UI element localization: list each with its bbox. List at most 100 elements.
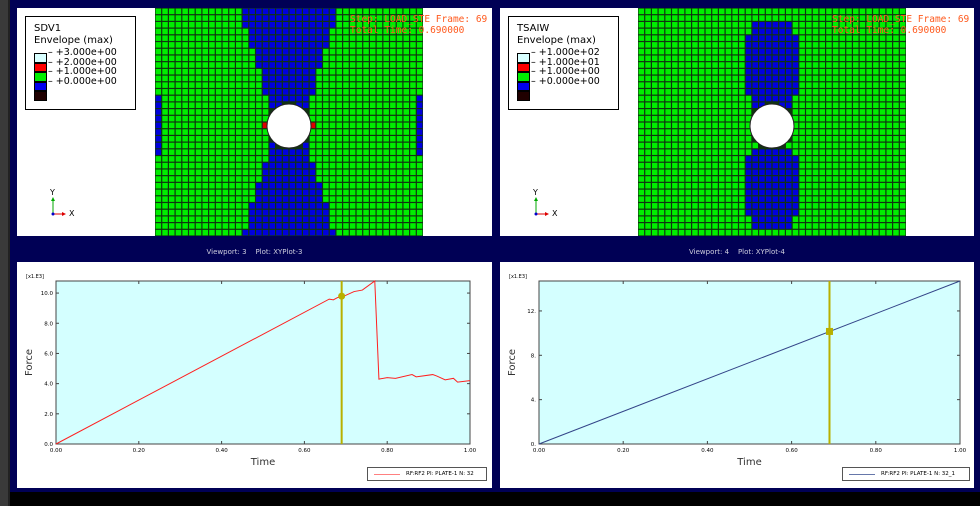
mesh-element [349, 35, 356, 41]
viewport-3[interactable]: [x1.E3] 0.00 0.20 0.40 0.60 0.80 1.00 0.0 2.0 4.0… [17, 262, 492, 488]
mesh-element [215, 129, 222, 135]
mesh-element [162, 15, 168, 21]
mesh-element [162, 55, 168, 62]
mesh-element [839, 223, 846, 229]
mesh-element [819, 62, 825, 68]
mesh-element [665, 8, 671, 15]
mesh-element [236, 182, 242, 189]
mesh-element [189, 189, 195, 196]
mesh-element [866, 149, 872, 155]
mesh-element [739, 122, 745, 129]
mesh-element [249, 22, 255, 28]
mesh-element [256, 149, 262, 155]
mesh-element [209, 149, 215, 155]
mesh-element [732, 22, 738, 28]
mesh-element [732, 62, 738, 68]
mesh-element [303, 68, 309, 75]
mesh-element [303, 8, 309, 15]
mesh-element [262, 142, 269, 149]
mesh-element [799, 35, 805, 41]
mesh-element [403, 196, 409, 202]
mesh-element [879, 82, 886, 88]
mesh-element [866, 35, 872, 41]
mesh-element [812, 89, 819, 95]
mesh-element [289, 149, 296, 155]
mesh-element [678, 169, 685, 176]
mesh-element [329, 55, 336, 62]
mesh-element [410, 22, 416, 28]
mesh-element [692, 35, 698, 41]
mesh-element [873, 229, 879, 236]
mesh-element [712, 55, 718, 62]
x-tick-label: 0.00 [533, 448, 546, 454]
mesh-element [282, 8, 289, 15]
mesh-element [316, 142, 322, 149]
mesh-element [222, 48, 229, 55]
mesh-element [705, 142, 712, 149]
mesh-element [685, 156, 691, 162]
mesh-element [236, 82, 242, 88]
mesh-element [765, 89, 772, 95]
mesh-element [323, 95, 329, 102]
mesh-element [336, 122, 342, 129]
mesh-element [779, 189, 785, 196]
mesh-element [209, 42, 215, 48]
mesh-element [376, 95, 383, 102]
mesh-element [202, 102, 208, 108]
mesh-element [249, 142, 255, 149]
viewport-2[interactable]: TSAIW Envelope (max) – +1.000e+02– +1.00… [500, 8, 974, 236]
mesh-element [792, 82, 799, 88]
mesh-element [672, 115, 678, 122]
mesh-element [236, 129, 242, 135]
mesh-element [705, 223, 712, 229]
mesh-element [336, 156, 342, 162]
mesh-element [383, 189, 389, 196]
mesh-element [665, 15, 671, 21]
mesh-element [215, 156, 222, 162]
mesh-element [162, 22, 168, 28]
mesh-element [645, 28, 651, 35]
mesh-element [846, 216, 852, 222]
mesh-element [209, 189, 215, 196]
mesh-element [262, 55, 269, 62]
mesh-element [242, 109, 249, 115]
mesh-element [349, 189, 356, 196]
viewport-1[interactable]: SDV1 Envelope (max) – +3.000e+00– +2.000… [17, 8, 492, 236]
mesh-element [209, 176, 215, 182]
mesh-element [390, 142, 396, 149]
mesh-element [329, 156, 336, 162]
mesh-element [356, 156, 363, 162]
mesh-element [410, 8, 416, 15]
mesh-element [276, 169, 282, 176]
mesh-element [309, 62, 316, 68]
mesh-element [879, 162, 886, 169]
mesh-element [296, 62, 302, 68]
viewport-4[interactable]: [x1.E3] 0.00 0.20 0.40 0.60 0.80 1.00 0. 4. 8. 12.… [500, 262, 974, 488]
mesh-element [269, 176, 275, 182]
mesh-element [685, 209, 691, 216]
mesh-element [779, 82, 785, 88]
mesh-element [195, 35, 202, 41]
mesh-element [363, 142, 369, 149]
mesh-element [719, 8, 725, 15]
mesh-element [182, 42, 188, 48]
mesh-element [370, 182, 376, 189]
mesh-element [390, 129, 396, 135]
mesh-element [859, 122, 866, 129]
mesh-element [383, 55, 389, 62]
mesh-element [645, 68, 651, 75]
mesh-element [356, 169, 363, 176]
mesh-element [215, 68, 222, 75]
mesh-element [638, 102, 645, 108]
mesh-element [416, 229, 423, 236]
mesh-element [832, 115, 839, 122]
mesh-element [390, 176, 396, 182]
mesh-element [169, 28, 175, 35]
mesh-element [363, 216, 369, 222]
mesh-element [759, 42, 765, 48]
mesh-element [812, 169, 819, 176]
mesh-element [296, 196, 302, 202]
mesh-element [819, 122, 825, 129]
mesh-element [672, 156, 678, 162]
mesh-element [719, 62, 725, 68]
